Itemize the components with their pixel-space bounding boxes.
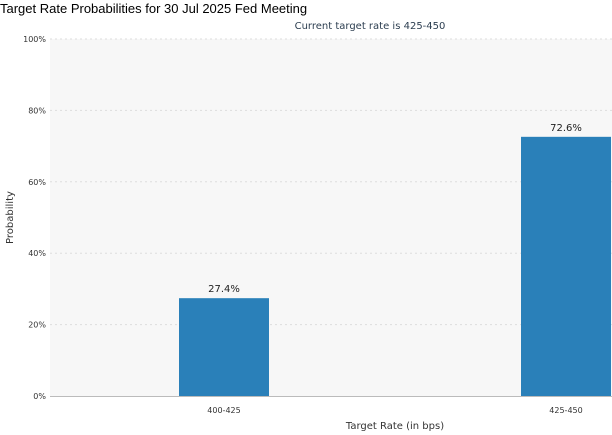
- bar-value-label: 27.4%: [208, 284, 240, 295]
- y-axis-label: Probability: [5, 191, 16, 244]
- y-tick-label: 80%: [28, 106, 46, 115]
- y-tick-label: 20%: [28, 321, 46, 330]
- x-axis-label: Target Rate (in bps): [345, 421, 444, 432]
- x-tick-label: 400-425: [207, 406, 240, 415]
- chart-title: Target Rate Probabilities for 30 Jul 202…: [0, 1, 308, 16]
- chart-subtitle: Current target rate is 425-450: [295, 21, 446, 32]
- bar-value-label: 72.6%: [550, 123, 582, 134]
- plot-area: [50, 39, 612, 396]
- bar: [179, 298, 269, 396]
- y-tick-label: 60%: [28, 178, 46, 187]
- x-tick-label: 425-450: [549, 406, 582, 415]
- y-tick-label: 40%: [28, 249, 46, 258]
- y-tick-label: 100%: [23, 35, 46, 44]
- y-tick-label: 0%: [33, 392, 46, 401]
- bar: [521, 136, 611, 396]
- bar-chart: 0% 20% 40% 60% 80% 100% 27.4% 400-425 72.6% 425-4…: [5, 21, 612, 432]
